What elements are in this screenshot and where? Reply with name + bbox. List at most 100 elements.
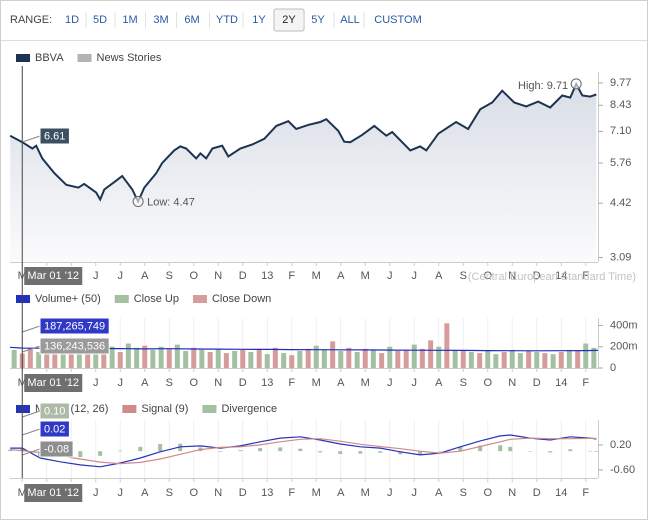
annotation-marker (132, 196, 144, 208)
x-tick-label: A (141, 270, 149, 282)
x-tick-label: S (460, 487, 467, 499)
x-tick-label: J (93, 487, 99, 499)
bar (272, 347, 278, 368)
bar (436, 346, 442, 368)
x-tick-label: O (483, 377, 492, 389)
bar (458, 446, 463, 452)
x-tick-label: J (387, 487, 393, 499)
x-tick-label: J (412, 377, 418, 389)
range-button[interactable]: 1M (122, 14, 137, 26)
y-tick-label: 5.76 (610, 157, 631, 169)
bar (215, 348, 221, 368)
x-tick-label: N (214, 377, 222, 389)
tooltip-box (39, 127, 70, 145)
range-button[interactable]: 3M (153, 14, 168, 26)
x-tick-label: 14 (555, 377, 567, 389)
tooltip-leader (22, 325, 41, 333)
x-tick-label: F (288, 377, 295, 389)
bar (550, 354, 556, 368)
x-tick-label: F (288, 270, 295, 282)
tooltip-leader (22, 410, 41, 418)
bar (477, 353, 483, 368)
x-tick-label: D (533, 487, 541, 499)
cursor-date: Mar 01 '12 (27, 377, 79, 389)
bar (330, 341, 336, 368)
x-tick-label: M (361, 487, 370, 499)
bar (142, 345, 148, 368)
bar (542, 353, 548, 368)
bar (411, 344, 417, 368)
range-button[interactable]: 5D (93, 14, 107, 26)
x-tick-label: S (166, 377, 173, 389)
legend-swatch (16, 54, 30, 62)
x-tick-label: F (582, 377, 589, 389)
bar (418, 451, 423, 455)
bar (109, 346, 115, 368)
tooltip-leader (22, 135, 41, 143)
tooltip-box (39, 440, 74, 458)
bar (321, 349, 327, 368)
range-button[interactable]: 5Y (311, 14, 325, 26)
range-button[interactable]: YTD (216, 14, 238, 26)
x-tick-label: O (189, 270, 198, 282)
y-tick-label: 0 (610, 362, 616, 374)
x-tick-label: M (312, 487, 321, 499)
bar (134, 347, 140, 368)
range-button[interactable]: 2Y (282, 14, 296, 26)
y-tick-label: 0.20 (610, 439, 631, 451)
x-tick-label: J (93, 270, 99, 282)
range-button[interactable]: 1Y (252, 14, 266, 26)
bar (526, 350, 532, 368)
bar (517, 353, 523, 368)
tooltip-value: 187,265,749 (44, 320, 105, 332)
y-tick-label: -0.60 (610, 464, 635, 476)
bar (379, 353, 385, 368)
bar (76, 348, 82, 368)
range-button[interactable]: ALL (340, 14, 360, 26)
bar (498, 445, 503, 452)
range-button[interactable]: 1D (65, 14, 79, 26)
bar (534, 352, 540, 368)
bar (338, 350, 344, 368)
x-tick-label: N (508, 487, 516, 499)
line (10, 437, 597, 465)
legend-label: Close Up (134, 293, 179, 305)
x-tick-label: A (337, 487, 345, 499)
bar (468, 352, 474, 368)
bar (218, 451, 223, 452)
bar (85, 342, 91, 368)
x-tick-label: 14 (555, 270, 567, 282)
x-tick-label: A (435, 487, 443, 499)
x-tick-label: O (189, 377, 198, 389)
x-tick-label: D (239, 487, 247, 499)
annotation-label: High: 9.71 (518, 80, 568, 92)
bar (305, 348, 311, 368)
tooltip-value: -0.08 (44, 443, 69, 455)
bar (278, 447, 283, 452)
x-tick-label: J (412, 270, 418, 282)
tooltip-leader (22, 448, 41, 456)
tooltip-value: 0.02 (44, 423, 65, 435)
legend-swatch (16, 405, 30, 413)
tooltip-box (39, 420, 70, 438)
bar (419, 348, 425, 368)
bar (398, 451, 403, 455)
area-fill (10, 83, 597, 263)
bar (370, 349, 376, 368)
bar (281, 353, 287, 368)
range-button[interactable]: CUSTOM (374, 14, 421, 26)
bar (583, 343, 589, 368)
bar (591, 347, 597, 368)
x-tick-label: N (214, 487, 222, 499)
bar (568, 449, 573, 452)
tooltip-value: 6.61 (44, 130, 65, 142)
bar (387, 346, 393, 368)
x-tick-label: A (337, 377, 345, 389)
range-button[interactable]: 6M (184, 14, 199, 26)
bar (256, 348, 262, 368)
x-tick-label: S (460, 377, 467, 389)
bar (52, 343, 58, 368)
bar (493, 354, 499, 368)
bar (117, 352, 123, 368)
